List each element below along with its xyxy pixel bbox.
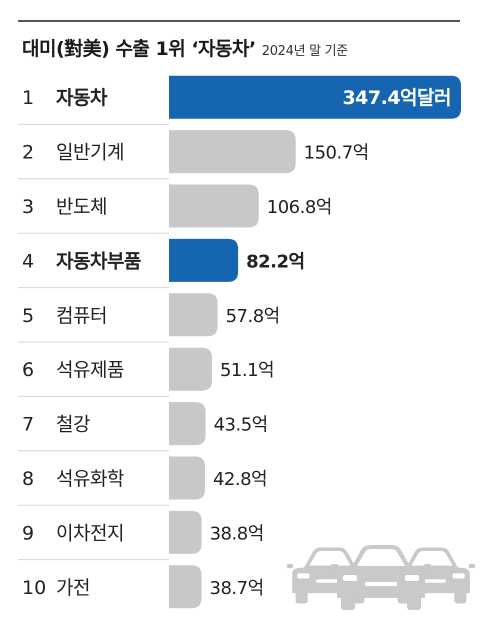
chart-rows: 1 자동차 347.4억달러 2 일반기계 150.7억 3 반도체 106.8억 4 자동차부품 8…: [18, 75, 461, 609]
rank-label: 6: [22, 359, 34, 381]
category-label: 자동차: [56, 87, 108, 109]
category-label: 일반기계: [56, 142, 124, 164]
bar-7: [169, 402, 206, 446]
rank-label: 7: [22, 414, 34, 436]
category-label: 철강: [56, 414, 90, 436]
rank-label: 5: [22, 305, 34, 327]
value-label: 150.7억: [304, 143, 369, 164]
bar-3: [169, 184, 259, 228]
bar-6: [169, 347, 212, 391]
category-label: 석유제품: [56, 359, 124, 381]
chart-title: 대미(對美) 수출 1위 ‘자동차’: [22, 38, 256, 60]
category-label: 컴퓨터: [56, 305, 107, 327]
value-label: 51.1억: [220, 360, 274, 381]
chart-subtitle: 2024년 말 기준: [261, 44, 349, 59]
rank-label: 8: [22, 468, 34, 490]
category-label: 자동차부품: [56, 250, 141, 272]
value-label: 106.8억: [267, 197, 332, 218]
value-label: 82.2억: [246, 251, 304, 272]
top-rule: [18, 20, 460, 22]
rank-label: 3: [22, 196, 34, 218]
category-label: 이차전지: [56, 522, 124, 544]
bar-4: [169, 238, 239, 282]
rank-label: 2: [22, 142, 34, 164]
value-label: 43.5억: [214, 415, 268, 436]
rank-label: 4: [22, 250, 34, 272]
bar-10: [169, 565, 202, 609]
bar-5: [169, 293, 218, 337]
category-label: 석유화학: [56, 468, 124, 490]
chart-header: 대미(對美) 수출 1위 ‘자동차’ 2024년 말 기준: [22, 34, 348, 61]
category-label: 반도체: [56, 196, 107, 218]
value-label: 38.8억: [210, 523, 264, 544]
value-label: 42.8억: [213, 469, 267, 490]
value-label: 57.8억: [226, 306, 280, 327]
value-label: 347.4억달러: [342, 87, 451, 109]
bar-9: [169, 510, 202, 554]
bar-1: [169, 75, 461, 119]
cars-illustration-icon: [287, 545, 475, 610]
bar-8: [169, 456, 205, 500]
rank-label: 1: [22, 87, 34, 109]
rank-label: 10: [22, 577, 46, 599]
value-label: 38.7억: [210, 578, 264, 599]
bar-2: [169, 130, 296, 174]
rank-label: 9: [22, 522, 34, 544]
category-label: 가전: [56, 577, 90, 599]
